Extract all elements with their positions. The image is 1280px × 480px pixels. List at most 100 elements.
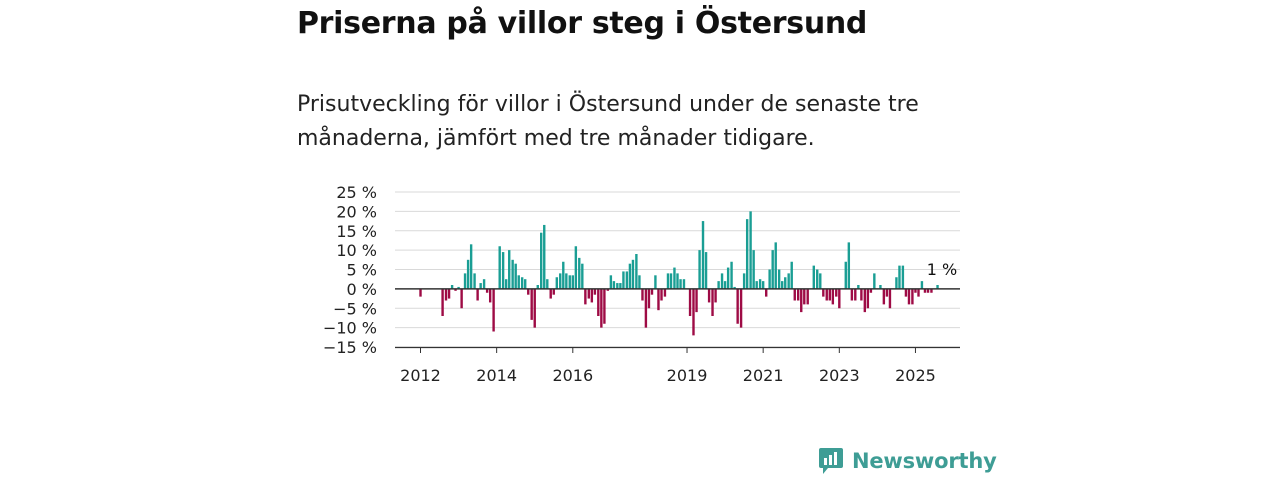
bar — [888, 288, 892, 309]
bar — [854, 288, 857, 301]
bar — [559, 273, 562, 289]
bar — [450, 285, 454, 289]
bar — [704, 252, 708, 289]
bar — [736, 288, 739, 324]
bar — [546, 279, 549, 289]
bar — [606, 288, 610, 291]
bar — [473, 273, 476, 289]
bar — [444, 288, 448, 301]
bar — [758, 279, 762, 289]
bar — [584, 288, 587, 305]
bar — [730, 261, 733, 289]
bar — [469, 244, 473, 289]
x-axis-tick-labels: 2012 2014 2016 2019 2021 2023 2025 — [400, 366, 936, 385]
bar — [701, 221, 705, 289]
bar — [460, 288, 463, 309]
bar — [647, 288, 651, 309]
bar — [774, 242, 777, 289]
bar — [603, 288, 606, 324]
bar — [885, 288, 889, 297]
bar — [692, 288, 695, 336]
newsworthy-brand-name: Newsworthy — [852, 449, 997, 473]
bar — [466, 259, 470, 289]
bar — [593, 288, 597, 295]
bar — [857, 285, 860, 289]
bar — [517, 275, 520, 289]
bar — [838, 288, 841, 309]
chart-subtitle: Prisutveckling för villor i Östersund un… — [297, 92, 919, 151]
bar — [901, 265, 905, 289]
bar — [616, 283, 619, 289]
bar — [612, 281, 616, 289]
bar — [581, 263, 584, 289]
y-tick-label: −10 % — [323, 319, 377, 338]
x-tick-label: 2012 — [400, 366, 441, 385]
last-value-annotation: 1 % — [927, 260, 957, 279]
bar — [720, 273, 724, 289]
bar — [847, 242, 851, 289]
bar — [765, 288, 768, 297]
bar — [631, 259, 635, 289]
axes — [395, 288, 960, 353]
x-tick-label: 2016 — [552, 366, 593, 385]
bar — [873, 273, 876, 289]
bar — [803, 288, 806, 305]
bar — [657, 288, 660, 311]
bar — [673, 267, 676, 289]
bar — [565, 273, 568, 289]
bar — [549, 288, 552, 299]
bar — [831, 288, 835, 305]
bar — [543, 224, 546, 289]
bar — [745, 219, 749, 289]
grid-lines — [395, 191, 960, 348]
y-tick-label: 20 % — [336, 202, 377, 221]
y-tick-label: 0 % — [347, 280, 377, 299]
bar — [650, 288, 654, 295]
bar — [926, 288, 930, 293]
bar — [628, 263, 632, 289]
bar — [816, 269, 819, 289]
bar — [501, 252, 505, 289]
bar — [485, 288, 489, 293]
bar — [749, 211, 752, 289]
bar — [844, 261, 847, 289]
y-tick-label: 5 % — [347, 261, 377, 280]
bar — [669, 273, 673, 289]
bar — [863, 288, 867, 313]
bar — [476, 288, 479, 301]
bar — [635, 254, 638, 289]
bar — [663, 288, 667, 297]
bar — [676, 273, 679, 289]
bar — [882, 288, 886, 305]
bar — [930, 288, 933, 293]
bar — [761, 281, 765, 289]
bar — [504, 279, 508, 289]
bar — [828, 288, 831, 301]
bar — [695, 288, 698, 313]
bar — [682, 279, 686, 289]
bar — [498, 246, 501, 289]
bar — [726, 267, 730, 289]
bar — [571, 275, 574, 289]
bar — [644, 288, 648, 328]
bar — [600, 288, 603, 328]
bar — [904, 288, 908, 297]
bar — [812, 265, 816, 289]
bar — [622, 271, 625, 289]
bar — [835, 288, 838, 297]
y-axis-tick-labels: 25 %20 %15 %10 %5 %0 %−5 %−10 %−15 % — [323, 183, 377, 357]
bar — [482, 279, 486, 289]
bar — [850, 288, 854, 301]
bar — [819, 273, 822, 289]
bar — [454, 288, 457, 291]
bar — [895, 277, 898, 289]
bar — [717, 281, 720, 289]
newsworthy-logo: Newsworthy — [816, 446, 997, 476]
bar — [698, 250, 701, 289]
y-tick-label: −15 % — [323, 338, 377, 357]
bar — [555, 277, 559, 289]
bar — [781, 281, 784, 289]
bar — [800, 288, 803, 313]
bar — [936, 285, 939, 289]
y-tick-label: 15 % — [336, 222, 377, 241]
